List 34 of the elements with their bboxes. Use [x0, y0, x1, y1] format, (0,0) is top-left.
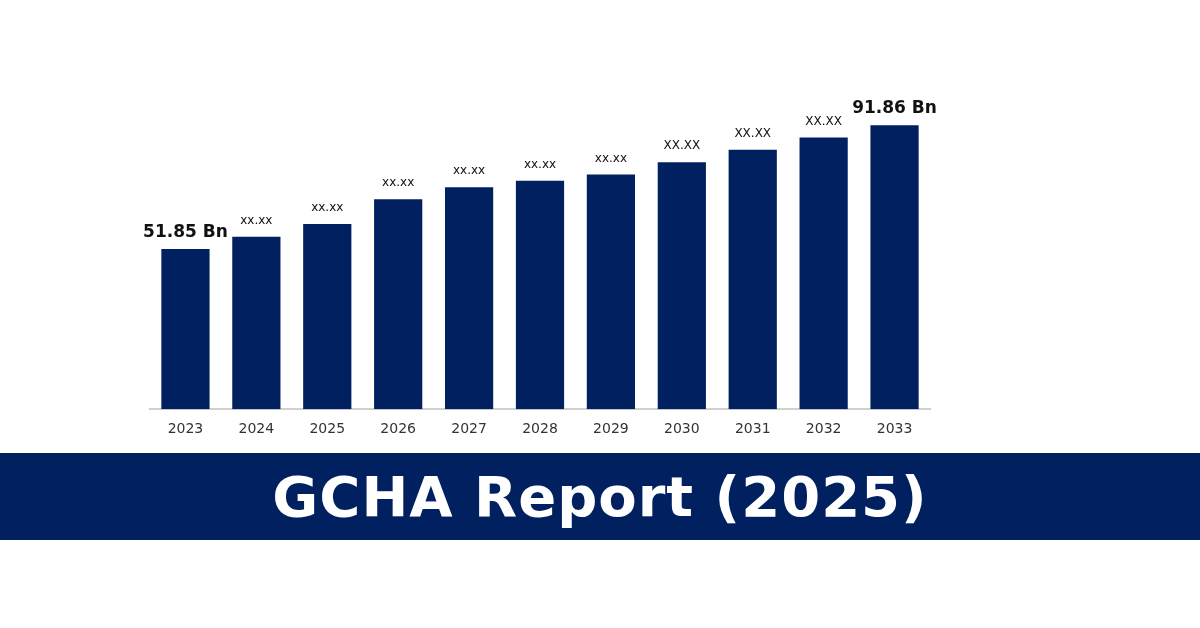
text: GCHA Report (2025) — [0, 453, 1200, 540]
x-tick-label: 2024 — [238, 420, 275, 437]
data-label: XX.XX — [805, 113, 842, 128]
data-label: XX.XX — [663, 138, 701, 153]
data-label: 51.85 Bn — [143, 220, 228, 241]
data-label: xx.xx — [311, 200, 344, 215]
x-tick-label: 2027 — [451, 420, 487, 437]
bar — [799, 137, 848, 410]
bar — [303, 223, 352, 410]
x-tick-label: 2026 — [380, 420, 417, 437]
x-tick-label: 2030 — [664, 420, 700, 437]
x-tick-label: 2031 — [734, 420, 771, 437]
data-label: XX.XX — [734, 125, 772, 140]
x-tick-label: 2025 — [309, 420, 346, 437]
x-tick-label: 2032 — [805, 420, 842, 437]
bar — [161, 248, 210, 410]
bar — [515, 180, 565, 410]
data-label: xx.xx — [452, 163, 486, 178]
data-label: xx.xx — [240, 212, 273, 227]
data-label: xx.xx — [382, 175, 415, 190]
bar — [586, 174, 636, 410]
x-tick-label: 2028 — [522, 420, 558, 437]
data-label: xx.xx — [594, 150, 628, 165]
bar — [374, 199, 423, 410]
data-label: xx.xx — [523, 156, 557, 171]
x-tick-label: 2023 — [167, 420, 204, 437]
bar — [870, 125, 919, 410]
bar — [444, 187, 494, 410]
bar — [657, 162, 706, 410]
x-tick-label: 2033 — [876, 420, 913, 437]
x-tick-label: 2029 — [593, 420, 629, 437]
bar — [728, 149, 777, 410]
data-label: 91.86 Bn — [852, 97, 937, 118]
bar — [232, 236, 281, 410]
